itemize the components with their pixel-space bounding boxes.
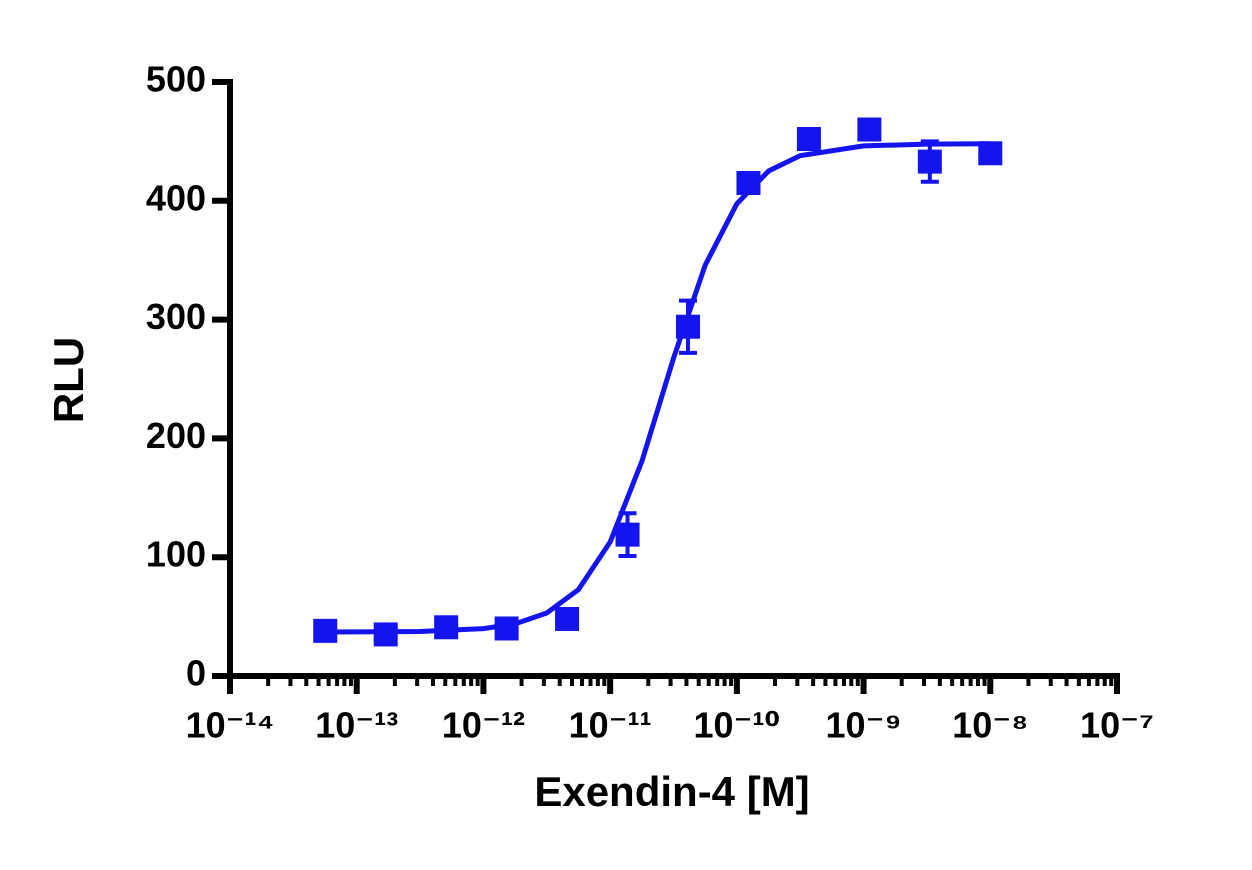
y-tick-label: 500 [146, 59, 206, 100]
data-point [434, 615, 459, 640]
x-tick-label: 10⁻⁷ [1080, 705, 1154, 746]
fit-curve [324, 141, 991, 635]
data-point [494, 616, 519, 641]
x-tick-label: 10⁻¹² [442, 705, 525, 746]
x-tick-label: 10⁻⁹ [826, 705, 902, 746]
x-tick-label: 10⁻¹¹ [569, 705, 652, 746]
data-point [917, 149, 942, 174]
data-point [313, 618, 338, 643]
data-point [796, 127, 821, 152]
x-tick-label: 10⁻¹⁴ [186, 705, 275, 746]
data-point [555, 606, 580, 631]
data-point [675, 314, 700, 339]
x-tick-label: 10⁻⁸ [952, 705, 1028, 746]
y-axis-title: RLU [45, 337, 92, 423]
y-tick-label: 0 [186, 653, 206, 694]
data-point [978, 141, 1003, 166]
x-axis-title: Exendin-4 [M] [534, 768, 809, 815]
data-point [736, 170, 761, 195]
data-point [373, 622, 398, 647]
y-tick-label: 200 [146, 415, 206, 456]
y-tick-label: 400 [146, 177, 206, 218]
data-point [615, 522, 640, 547]
x-tick-label: 10⁻¹⁰ [693, 705, 780, 746]
x-tick-label: 10⁻¹³ [315, 705, 398, 746]
data-point [857, 117, 882, 142]
y-tick-label: 100 [146, 534, 206, 575]
y-tick-label: 300 [146, 296, 206, 337]
